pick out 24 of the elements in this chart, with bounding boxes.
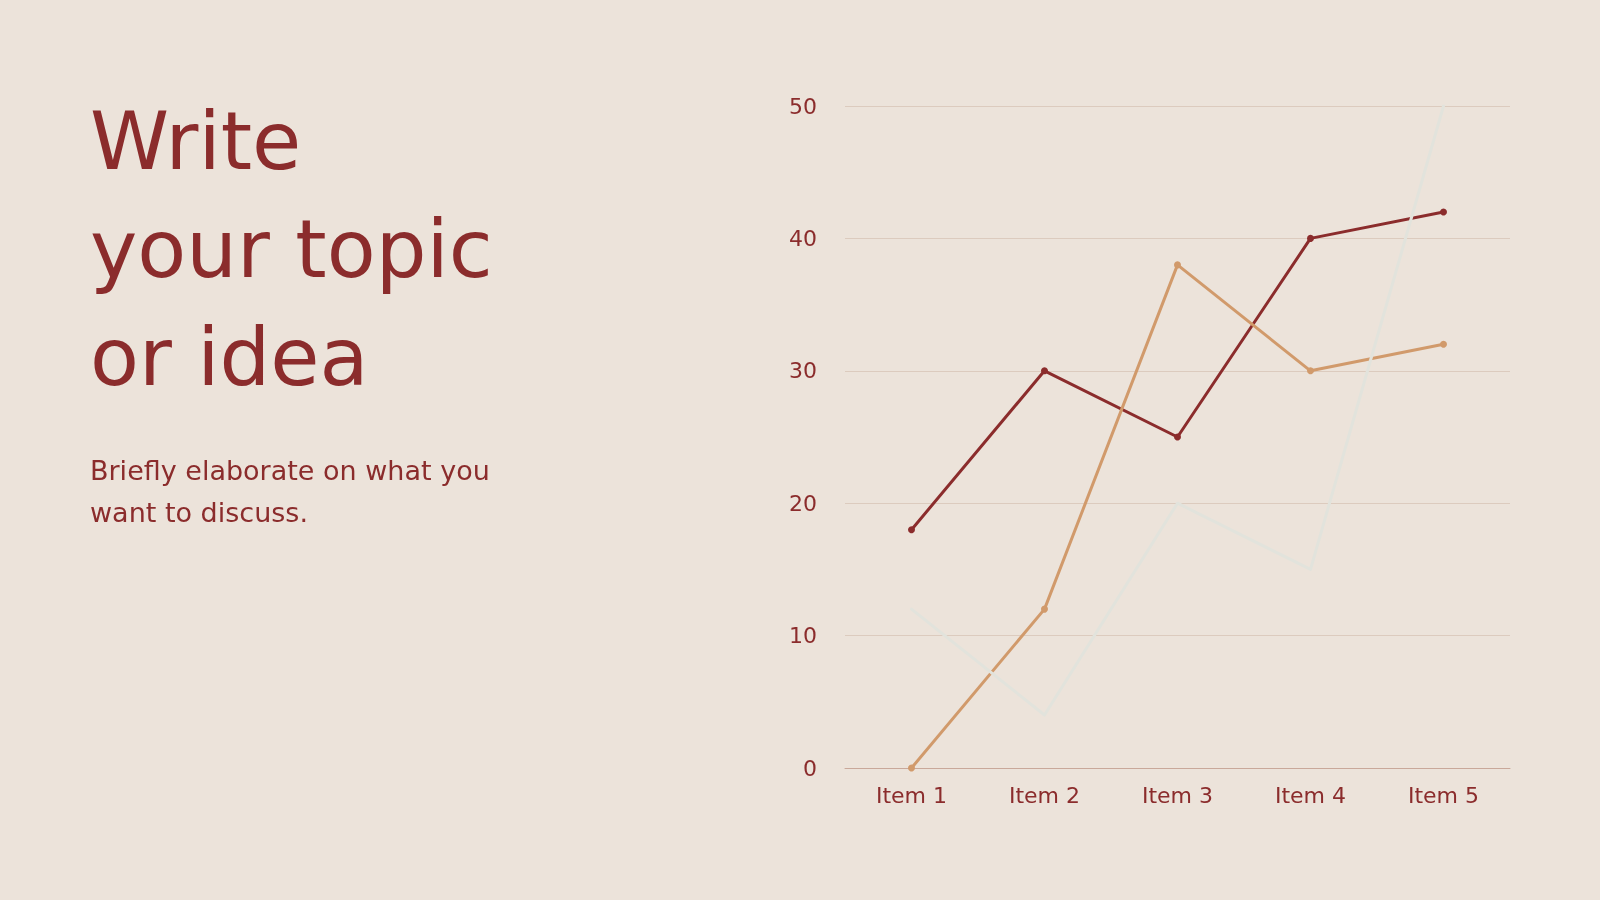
- x-tick-label: Item 4: [1274, 782, 1347, 808]
- y-tick-label: 30: [789, 358, 817, 384]
- point: [908, 526, 915, 534]
- line-series: [910, 104, 1445, 717]
- x-tick-label: Item 5: [1407, 782, 1480, 808]
- point: [1440, 340, 1447, 348]
- y-tick-label: 40: [789, 225, 817, 251]
- y-tick-label: 0: [803, 755, 817, 781]
- point: [1174, 433, 1181, 441]
- text: Write your topic or idea: [90, 94, 493, 406]
- point: [1041, 605, 1048, 613]
- text: Briefly elaborate on what you want to discuss.: [90, 454, 490, 530]
- point: [1174, 261, 1181, 269]
- point: [1307, 367, 1314, 375]
- x-tick-label: Item 1: [875, 782, 948, 808]
- y-tick-label: 10: [789, 623, 817, 649]
- y-tick-label: 20: [789, 490, 817, 516]
- y-tick-label: 50: [789, 93, 817, 119]
- point: [1041, 367, 1048, 375]
- point: [1307, 234, 1314, 242]
- x-tick-label: Item 2: [1008, 782, 1081, 808]
- x-tick-label: Item 3: [1141, 782, 1214, 808]
- point: [908, 764, 915, 772]
- point: [1440, 208, 1447, 216]
